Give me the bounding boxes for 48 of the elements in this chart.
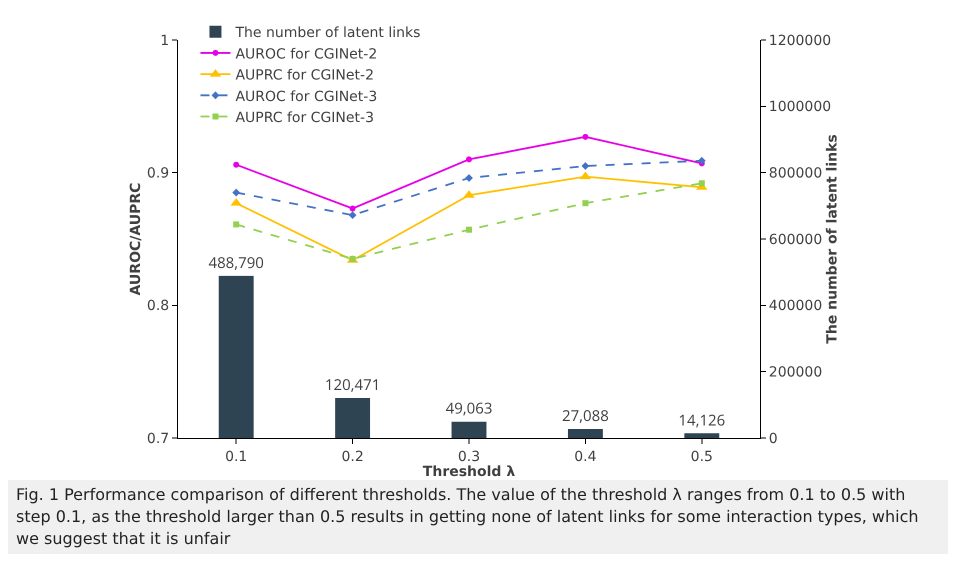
legend-label: AUROC for CGINet-2 [235,46,378,62]
y2-tick-label: 1000000 [768,99,832,116]
point [232,188,240,196]
y2-tick-label: 400000 [768,298,822,314]
data-label: 27,088 [562,406,609,426]
point [582,200,588,206]
y-tick-label: 0.7 [146,430,170,447]
y-tick-label: 0.9 [146,166,170,182]
point [465,174,473,182]
y-axis-title: AUROC/AUPRC [128,182,144,296]
bar [452,422,486,438]
y2-tick-label: 800000 [768,166,822,182]
y2-tick-label: 200000 [768,364,822,381]
bar [684,433,720,438]
x-tick-label: 0.5 [690,448,713,465]
legend-label: The number of latent links [234,25,420,42]
point [233,162,240,168]
data-label: 488,790 [208,252,264,273]
bar [335,398,370,438]
point [582,134,588,140]
point [348,211,356,220]
data-label: 120,471 [324,375,380,396]
point [233,221,240,228]
bar [568,429,603,438]
point [466,156,472,162]
y-tick-label: 1 [160,32,170,49]
x-tick-label: 0.3 [458,448,480,465]
data-label: 49,063 [446,398,492,419]
x-tick-label: 0.4 [574,448,597,465]
caption: Fig. 1 Performance comparison of different thresholds. The value of the threshold λ ranges from 0.1 to 0.5 with step 0.1, as the threshold larger than 0.5 results in getting none of latent links for some interaction types, which we suggest that it is unfair [8,480,948,554]
data-label: 14,126 [678,410,726,430]
y2-axis-title: The number of latent links [824,134,840,344]
point [698,180,705,186]
legend-label: AUPRC for CGINet-2 [235,68,374,84]
bar [218,276,254,438]
y2-tick-label: 0 [768,430,778,447]
x-tick-label: 0.1 [225,448,248,465]
y2-tick-label: 1200000 [768,32,832,49]
point [582,162,590,170]
y2-tick-label: 600000 [768,232,822,248]
point [350,205,356,212]
x-tick-label: 0.2 [341,448,364,465]
point [466,226,472,233]
legend-label: AUROC for CGINet-3 [235,88,378,105]
point [698,156,706,165]
y-tick-label: 0.8 [146,298,170,314]
x-axis-title: Threshold λ [422,464,516,480]
legend-label: AUPRC for CGINet-3 [235,110,374,126]
